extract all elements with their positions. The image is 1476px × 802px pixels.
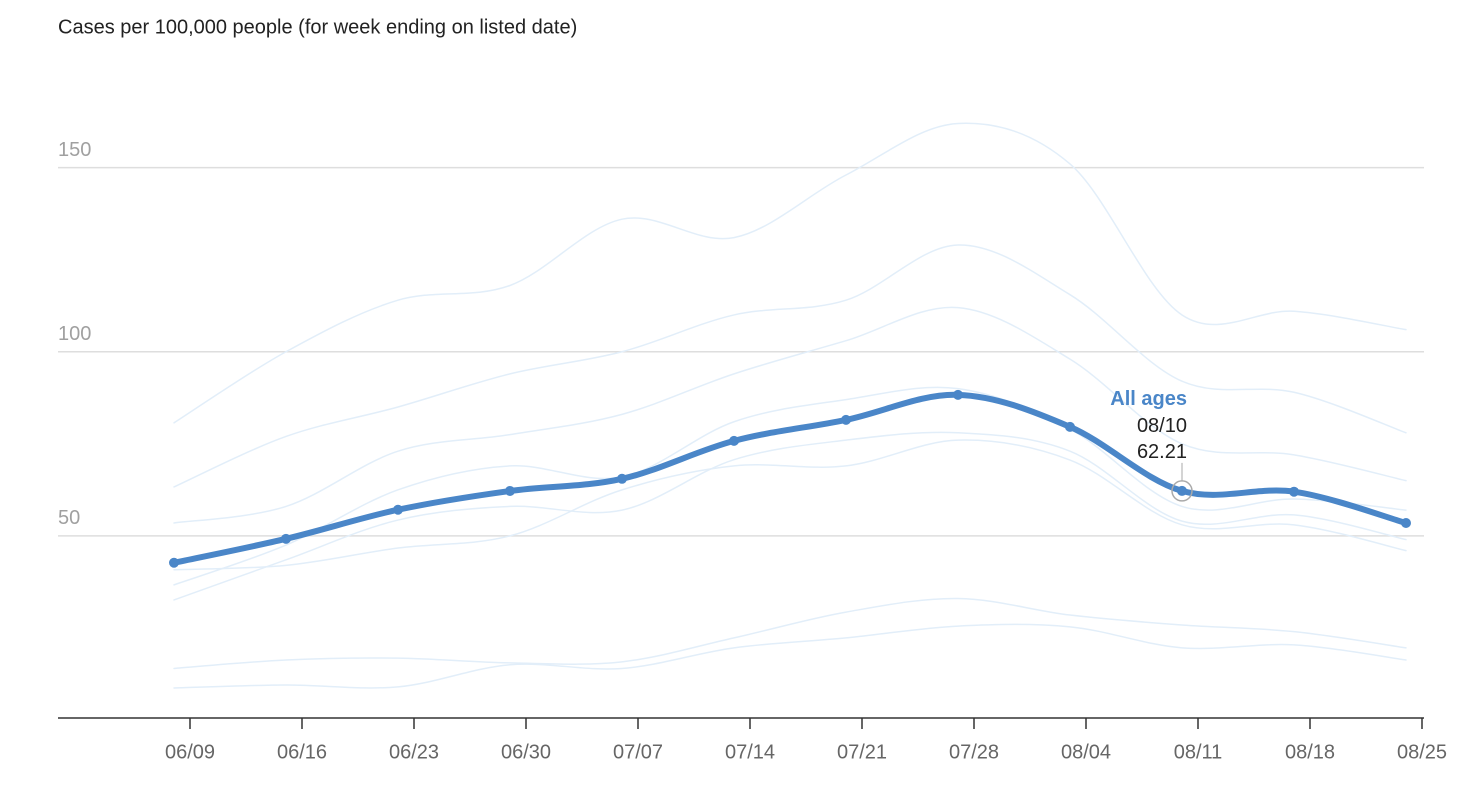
background-line [173, 597, 1407, 670]
point [953, 389, 963, 400]
point [841, 414, 851, 425]
tooltip-value: 62.21 [1137, 441, 1187, 463]
x-tick-label: 07/21 [837, 741, 887, 763]
point [617, 473, 627, 484]
tooltip-series: All ages [1110, 388, 1187, 410]
x-tick-label: 08/25 [1397, 741, 1447, 763]
point [505, 485, 515, 496]
y-tick-label: 50 [58, 507, 80, 529]
background-line [173, 122, 1407, 424]
x-tick-label: 07/28 [949, 741, 999, 763]
x-tick-label: 07/07 [613, 741, 663, 763]
background-line [173, 439, 1407, 571]
background-line [173, 623, 1407, 689]
grid: 50 100 150 [58, 139, 1424, 537]
x-tick-label: 06/23 [389, 741, 439, 763]
lines [169, 122, 1411, 689]
tooltip: All ages 08/10 62.21 [1110, 388, 1187, 463]
chart-title: Cases per 100,000 people (for week endin… [58, 16, 577, 38]
tooltip-date: 08/10 [1137, 415, 1187, 437]
point [1177, 485, 1187, 496]
point [281, 533, 291, 544]
background-line [173, 386, 1407, 586]
point [1401, 517, 1411, 528]
x-tick-label: 08/18 [1285, 741, 1335, 763]
point [169, 557, 179, 568]
x-tick-label: 08/11 [1174, 741, 1223, 763]
background-line [173, 431, 1407, 601]
point [1289, 486, 1299, 497]
x-tick-label: 06/30 [501, 741, 551, 763]
x-tick-label: 06/16 [277, 741, 327, 763]
background-line [173, 244, 1407, 488]
series-line [171, 391, 1409, 566]
background-line [173, 306, 1407, 524]
y-tick-label: 150 [58, 139, 91, 161]
axes: 06/09 06/16 06/23 06/30 07/07 07/14 07/21 07/28… [58, 717, 1447, 763]
point [729, 435, 739, 446]
x-tick-label: 08/04 [1061, 741, 1111, 763]
point [1065, 421, 1075, 432]
x-tick-label: 06/09 [165, 741, 215, 763]
y-tick-label: 100 [58, 323, 91, 345]
x-tick-label: 07/14 [725, 741, 775, 763]
point [393, 504, 403, 515]
